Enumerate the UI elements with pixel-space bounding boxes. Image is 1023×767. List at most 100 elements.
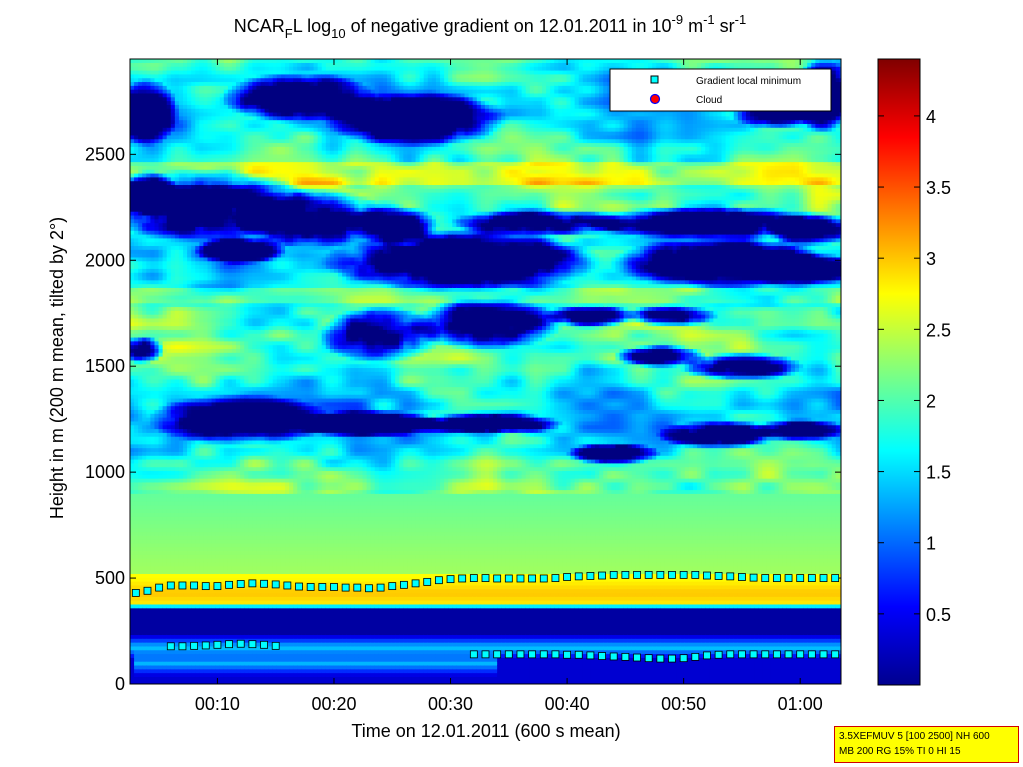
heatmap-cell (252, 558, 258, 563)
heatmap-cell (231, 119, 237, 124)
heatmap-cell (227, 459, 233, 464)
heatmap-cell (142, 622, 147, 628)
heatmap-cell (215, 325, 221, 330)
heatmap-cell (227, 527, 233, 533)
heatmap-cell (183, 161, 188, 166)
heatmap-cell (207, 241, 213, 247)
heatmap-cell (178, 222, 184, 227)
heatmap-cell (191, 115, 196, 121)
heatmap-cell (203, 222, 209, 227)
heatmap-cell (170, 542, 176, 548)
heatmap-cell (142, 516, 147, 521)
heatmap-cell (207, 424, 213, 430)
heatmap-cell (154, 85, 160, 90)
heatmap-cell (248, 649, 253, 655)
heatmap-cell (223, 596, 229, 601)
heatmap-cell (178, 516, 184, 521)
heatmap-cell (158, 516, 164, 521)
heatmap-cell (203, 546, 209, 552)
heatmap-cell (223, 272, 229, 277)
heatmap-cell (195, 592, 200, 597)
heatmap-cell (130, 77, 135, 83)
heatmap-cell (170, 260, 176, 266)
heatmap-cell (191, 150, 196, 155)
heatmap-cell (162, 367, 168, 372)
heatmap-cell (150, 134, 156, 140)
heatmap-cell (178, 203, 184, 208)
heatmap-cell (150, 554, 156, 559)
heatmap-cell (248, 493, 253, 498)
heatmap-cell (195, 443, 200, 449)
heatmap-cell (191, 180, 196, 186)
heatmap-cell (134, 371, 139, 376)
heatmap-cell (207, 226, 213, 231)
heatmap-cell (236, 226, 241, 231)
heatmap-cell (154, 310, 160, 315)
heatmap-cell (130, 413, 135, 418)
heatmap-cell (227, 211, 233, 216)
heatmap-cell (178, 607, 184, 613)
heatmap-cell (134, 432, 139, 437)
heatmap-cell (199, 584, 205, 590)
heatmap-cell (138, 508, 143, 513)
heatmap-cell (244, 481, 249, 487)
heatmap-cell (166, 153, 172, 159)
heatmap-cell (142, 642, 147, 647)
heatmap-cell (244, 356, 249, 361)
heatmap-cell (219, 443, 225, 449)
heatmap-cell (187, 234, 192, 239)
heatmap-cell (162, 352, 168, 357)
heatmap-cell (134, 62, 139, 67)
heatmap-cell (170, 565, 176, 571)
heatmap-cell (146, 550, 151, 555)
heatmap-cell (154, 298, 160, 304)
heatmap-cell (187, 325, 192, 330)
heatmap-cell (130, 138, 135, 144)
heatmap-cell (146, 611, 151, 616)
heatmap-cell (158, 295, 164, 300)
heatmap-cell (231, 607, 237, 613)
heatmap-cell (130, 348, 135, 353)
heatmap-cell (199, 588, 205, 594)
heatmap-cell (170, 417, 176, 422)
heatmap-cell (199, 542, 205, 548)
heatmap-cell (219, 363, 225, 369)
heatmap-cell (248, 382, 253, 388)
heatmap-cell (158, 96, 164, 102)
heatmap-cell (240, 401, 245, 407)
heatmap-cell (223, 439, 229, 445)
heatmap-cell (150, 600, 156, 605)
heatmap-cell (138, 344, 143, 349)
heatmap-cell (219, 245, 225, 250)
heatmap-cell (146, 638, 151, 643)
heatmap-cell (174, 138, 180, 144)
heatmap-cell (240, 287, 245, 292)
heatmap-cell (183, 264, 188, 269)
heatmap-cell (211, 108, 217, 113)
heatmap-cell (187, 108, 192, 113)
heatmap-cell (207, 680, 213, 684)
heatmap-cell (244, 439, 249, 445)
heatmap-cell (130, 314, 135, 319)
heatmap-cell (146, 218, 151, 224)
heatmap-cell (207, 142, 213, 147)
heatmap-cell (215, 638, 221, 643)
heatmap-cell (195, 401, 200, 407)
heatmap-cell (154, 356, 160, 361)
heatmap-cell (142, 489, 147, 494)
heatmap-cell (154, 455, 160, 460)
heatmap-cell (134, 260, 139, 266)
heatmap-cell (211, 81, 217, 86)
heatmap-cell (170, 413, 176, 418)
heatmap-cell (162, 424, 168, 430)
heatmap-cell (252, 504, 258, 510)
heatmap-cell (130, 500, 135, 506)
heatmap-cell (187, 375, 192, 380)
heatmap-cell (170, 535, 176, 540)
heatmap-cell (154, 420, 160, 426)
heatmap-cell (211, 291, 217, 296)
heatmap-cell (134, 291, 139, 296)
heatmap-cell (170, 607, 176, 613)
heatmap-cell (240, 645, 245, 651)
heatmap-cell (174, 352, 180, 357)
